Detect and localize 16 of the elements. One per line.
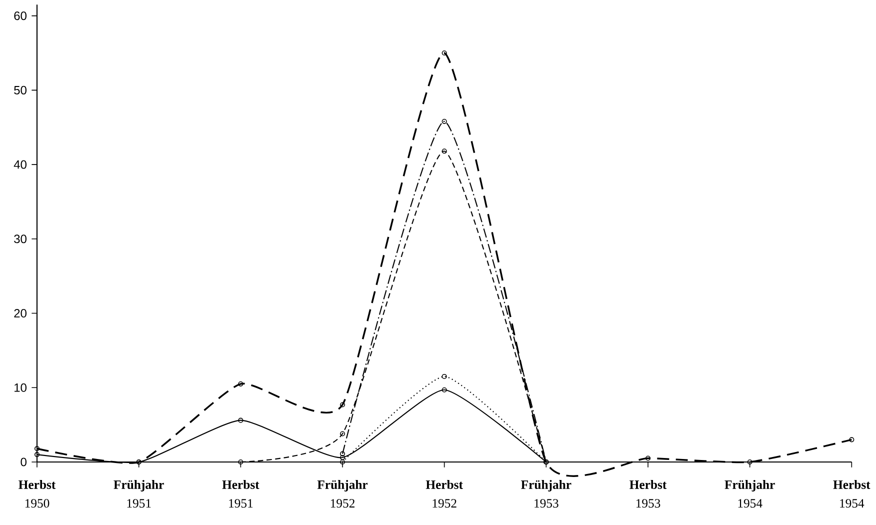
y-tick-label: 20	[14, 309, 26, 318]
y-tick-label: 50	[14, 86, 26, 94]
y-tick-label: 60	[14, 12, 26, 20]
y-tick-label: 0	[20, 458, 26, 466]
x-tick-label: Herbst 1952	[426, 480, 463, 508]
x-tick-label: Herbst 1950	[18, 480, 56, 508]
y-tick-label: 30	[14, 234, 26, 244]
y-tick-label: 10	[14, 383, 26, 392]
x-tick-label: Frühjahr 1951	[114, 480, 164, 508]
x-tick-label: Frühjahr 1952	[317, 480, 368, 508]
x-tick-label: Frühjahr 1954	[724, 480, 775, 508]
x-tick-label: Herbst 1951	[222, 480, 260, 508]
y-tick-label: 40	[14, 160, 26, 169]
x-tick-label: Herbst 1953	[630, 480, 667, 508]
x-tick-label: Herbst 1954	[833, 480, 870, 508]
x-tick-label: Frühjahr 1953	[521, 480, 572, 508]
